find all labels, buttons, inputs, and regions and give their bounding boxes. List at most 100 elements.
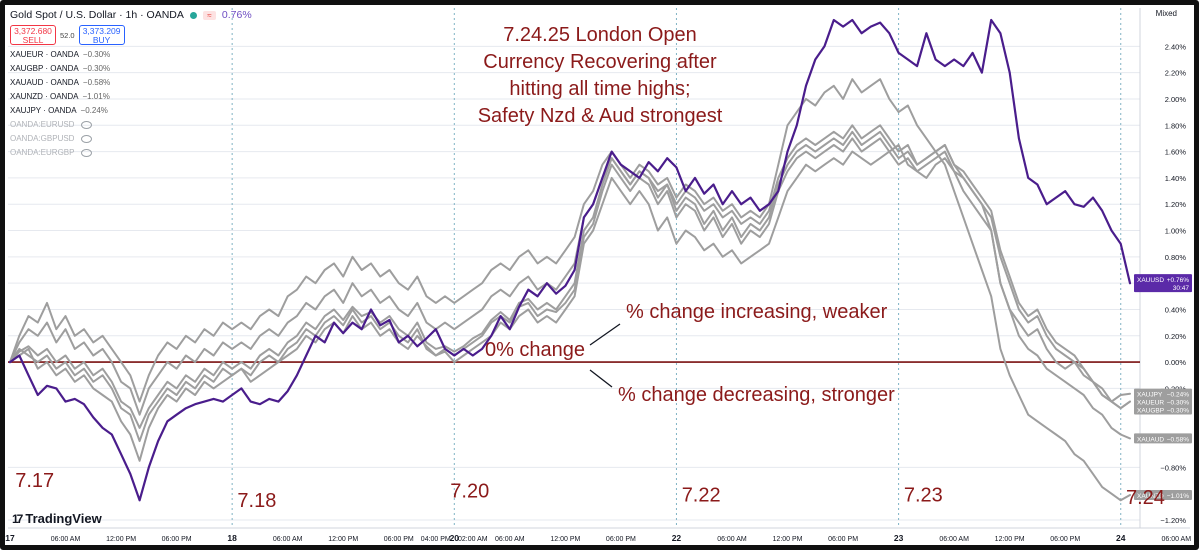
- legend-series-2[interactable]: XAUAUD · OANDA −0.58%: [10, 76, 110, 90]
- end-label-box: [1134, 433, 1192, 444]
- end-label-value: −0.30%: [1167, 400, 1189, 407]
- x-tick-label: 06:00 AM: [273, 536, 303, 543]
- x-tick-label: 12:00 PM: [550, 536, 580, 543]
- series-line-xaueur: [9, 137, 1131, 443]
- end-label-box: [1134, 404, 1192, 415]
- day-label: 7.18: [237, 490, 276, 512]
- x-tick-label: 12:00 PM: [106, 536, 136, 543]
- legend-series-value: −0.30%: [82, 64, 111, 73]
- end-label-value: +0.76%: [1167, 277, 1189, 284]
- y-tick-label: 1.80%: [1165, 121, 1187, 130]
- end-label-symbol: XAUAUD: [1137, 436, 1164, 443]
- x-tick-label: 24: [1116, 533, 1126, 543]
- day-label: 7.20: [450, 481, 489, 503]
- symbol-row[interactable]: Gold Spot / U.S. Dollar · 1h · OANDA ≈ 0…: [10, 9, 252, 21]
- end-label-symbol: XAUUSD: [1137, 277, 1164, 284]
- legend-series-5[interactable]: OANDA:EURUSD: [10, 118, 110, 132]
- compare-toggle-icon[interactable]: ≈: [202, 10, 216, 20]
- end-label-symbol: XAUJPY: [1137, 392, 1163, 399]
- end-label-xaueur: XAUEUR −0.30%: [1134, 396, 1192, 407]
- y-tick-label: 1.20%: [1165, 200, 1187, 209]
- end-label-box: [1134, 388, 1192, 399]
- y-tick-label: −1.20%: [1160, 516, 1186, 525]
- tradingview-logo-text: TradingView: [25, 511, 102, 526]
- end-label-value: −0.24%: [1167, 392, 1189, 399]
- scale-mode-label[interactable]: Mixed: [1155, 9, 1177, 18]
- legend-series-name: XAUAUD · OANDA: [10, 78, 79, 87]
- y-tick-label: 0.40%: [1165, 305, 1187, 314]
- hidden-eye-icon[interactable]: [81, 149, 93, 157]
- end-label-value: −1.01%: [1167, 493, 1189, 500]
- legend-series-value: −1.01%: [82, 92, 110, 101]
- end-label-xaunzd: XAUNZD −1.01%: [1134, 490, 1192, 500]
- x-tick-label: 18: [227, 533, 237, 543]
- x-tick-label: 06:00 PM: [1050, 536, 1080, 543]
- headline-line-2: hitting all time highs;: [509, 78, 690, 100]
- end-label-xauaud: XAUAUD −0.58%: [1134, 433, 1192, 444]
- legend-series-4[interactable]: XAUJPY · OANDA −0.24%: [10, 104, 110, 118]
- end-label-xauusd: XAUUSD +0.76%30:47: [1134, 274, 1192, 293]
- y-tick-label: 2.20%: [1165, 69, 1187, 78]
- end-label-box: [1134, 396, 1192, 407]
- x-tick-label: 06:00 PM: [606, 536, 636, 543]
- day-label: 7.22: [682, 485, 721, 507]
- symbol-title: Gold Spot / U.S. Dollar · 1h · OANDA: [10, 9, 184, 21]
- end-label-symbol: XAUEUR: [1137, 400, 1164, 407]
- series-line-xaujpy: [9, 144, 1131, 462]
- trade-buttons: 3,372.680 SELL 52.0 3,373.209 BUY: [10, 25, 125, 45]
- chart-legend: Gold Spot / U.S. Dollar · 1h · OANDA ≈ 0…: [10, 9, 252, 21]
- market-open-icon: [189, 11, 197, 19]
- x-tick-label: 12:00 PM: [328, 536, 358, 543]
- tradingview-logo-icon: 17: [12, 511, 23, 526]
- end-label-xaugbp: XAUGBP −0.30%: [1134, 404, 1192, 415]
- end-label-countdown: 30:47: [1173, 285, 1190, 292]
- legend-series-name: XAUGBP · OANDA: [10, 64, 79, 73]
- hidden-eye-icon[interactable]: [81, 135, 93, 143]
- legend-series-name: XAUNZD · OANDA: [10, 92, 79, 101]
- decrease-pointer: [589, 369, 613, 388]
- x-tick-label: 06:00 AM: [1161, 536, 1191, 543]
- headline-line-1: Currency Recovering after: [483, 51, 717, 73]
- legend-series-name: OANDA:EURGBP: [10, 148, 75, 157]
- legend-series-7[interactable]: OANDA:EURGBP: [10, 146, 110, 160]
- tradingview-logo[interactable]: 17 TradingView: [12, 511, 102, 526]
- x-tick-label: 23: [894, 533, 904, 543]
- x-tick-label: 06:00 PM: [828, 536, 858, 543]
- legend-series-3[interactable]: XAUNZD · OANDA −1.01%: [10, 90, 110, 104]
- x-tick-label: 06:00 AM: [939, 536, 969, 543]
- buy-price: 3,373.209: [82, 26, 121, 36]
- legend-series-1[interactable]: XAUGBP · OANDA −0.30%: [10, 62, 110, 76]
- x-tick-label: 12:00 PM: [995, 536, 1025, 543]
- headline-line-0: 7.24.25 London Open: [503, 24, 697, 46]
- increase-annotation: % change increasing, weaker: [626, 301, 888, 323]
- y-tick-label: 1.40%: [1165, 174, 1187, 183]
- hidden-eye-icon[interactable]: [81, 121, 93, 129]
- y-tick-label: 0.20%: [1165, 332, 1187, 341]
- end-label-box: [1134, 274, 1192, 293]
- legend-series-name: OANDA:GBPUSD: [10, 134, 75, 143]
- legend-series-0[interactable]: XAUEUR · OANDA −0.30%: [10, 48, 110, 62]
- x-tick-label: 20: [450, 533, 460, 543]
- zero-change-annotation: 0% change: [485, 339, 585, 361]
- day-label: 7.24: [1126, 487, 1165, 509]
- x-tick-label: 02:00 AM: [458, 536, 488, 543]
- y-tick-label: 0.80%: [1165, 253, 1187, 262]
- change-percent: 0.76%: [221, 9, 252, 21]
- end-label-xaujpy: XAUJPY −0.24%: [1134, 388, 1192, 399]
- sell-button[interactable]: 3,372.680 SELL: [10, 25, 56, 45]
- legend-series-name: XAUEUR · OANDA: [10, 50, 79, 59]
- spread-value: 52.0: [60, 30, 75, 40]
- legend-series-6[interactable]: OANDA:GBPUSD: [10, 132, 110, 146]
- sell-label: SELL: [22, 35, 44, 45]
- series-line-xauaud: [9, 124, 1131, 440]
- decrease-annotation: % change decreasing, stronger: [618, 384, 895, 406]
- legend-series-name: OANDA:EURUSD: [10, 120, 75, 129]
- buy-button[interactable]: 3,373.209 BUY: [78, 25, 125, 45]
- x-tick-label: 12:00 PM: [773, 536, 803, 543]
- series-line-xaunzd: [9, 78, 1131, 502]
- legend-series-value: −0.58%: [82, 78, 111, 87]
- end-label-value: −0.58%: [1167, 436, 1189, 443]
- y-tick-label: 1.60%: [1165, 148, 1187, 157]
- y-tick-label: 0.00%: [1165, 358, 1187, 367]
